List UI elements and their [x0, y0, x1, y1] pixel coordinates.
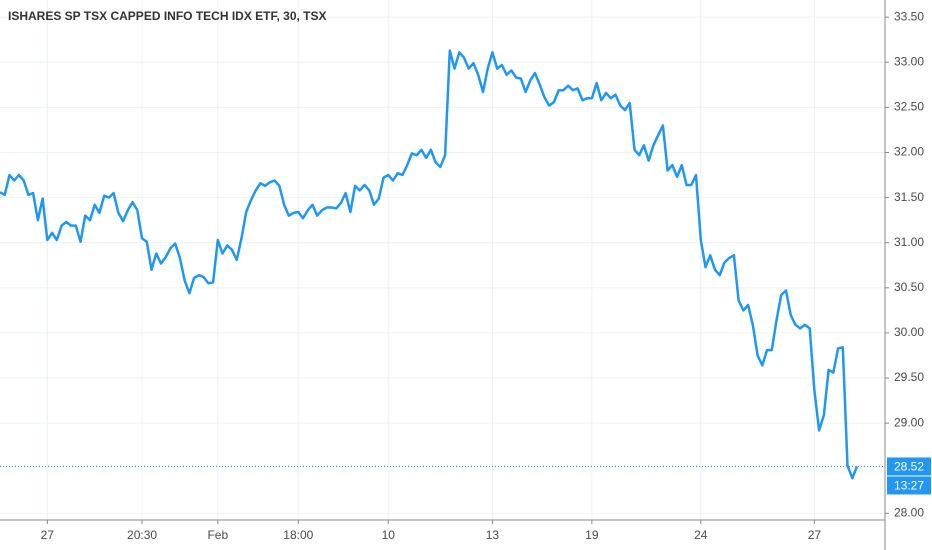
- x-tick-label: 27: [808, 528, 822, 542]
- last-price-box: [887, 457, 931, 476]
- y-tick-label: 30.00: [894, 325, 924, 339]
- chart-title: ISHARES SP TSX CAPPED INFO TECH IDX ETF,…: [8, 9, 327, 23]
- y-tick-label: 28.00: [894, 506, 924, 520]
- x-tick-label: 20:30: [127, 528, 157, 542]
- x-tick-label: 18:00: [283, 528, 313, 542]
- price-line: [0, 49, 859, 480]
- x-tick-label: 13: [486, 528, 500, 542]
- y-tick-label: 33.00: [894, 54, 924, 68]
- last-time-label: 13:27: [894, 479, 924, 493]
- y-tick-label: 31.50: [894, 190, 924, 204]
- y-tick-label: 30.50: [894, 280, 924, 294]
- y-tick-label: 29.50: [894, 370, 924, 384]
- last-price-label: 28.52: [894, 460, 924, 474]
- y-tick-label: 32.00: [894, 145, 924, 159]
- x-tick-label: 19: [585, 528, 599, 542]
- x-tick-label: Feb: [207, 528, 228, 542]
- y-tick-label: 33.50: [894, 9, 924, 23]
- last-time-box: [887, 476, 931, 495]
- y-tick-label: 32.50: [894, 100, 924, 114]
- x-tick-label: 24: [694, 528, 708, 542]
- x-tick-label: 27: [41, 528, 55, 542]
- x-tick-label: 10: [382, 528, 396, 542]
- y-tick-label: 31.00: [894, 235, 924, 249]
- y-tick-label: 29.00: [894, 415, 924, 429]
